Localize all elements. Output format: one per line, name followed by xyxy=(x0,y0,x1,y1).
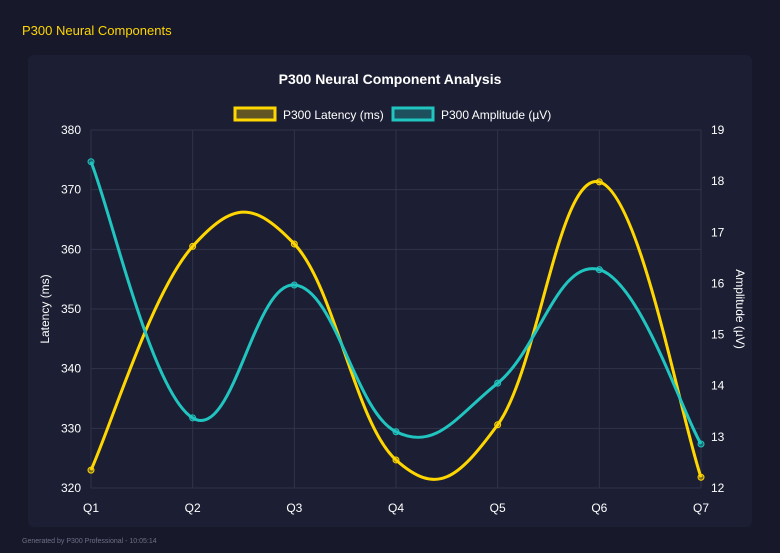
y2-axis-label: Amplitude (µV) xyxy=(733,269,747,349)
legend-swatch xyxy=(233,106,277,122)
y2-tick-label: 19 xyxy=(711,123,725,137)
data-point xyxy=(290,240,298,248)
data-point xyxy=(189,242,197,250)
y2-tick-label: 13 xyxy=(711,430,725,444)
footer-text: Generated by P300 Professional - 10:05:1… xyxy=(22,538,157,545)
data-point xyxy=(290,281,298,289)
page-title: P300 Neural Components xyxy=(22,23,172,38)
y2-tick-label: 15 xyxy=(711,328,725,342)
data-point xyxy=(494,421,502,429)
legend-label: P300 Latency (ms) xyxy=(283,108,384,122)
data-point xyxy=(595,178,603,186)
data-point xyxy=(392,428,400,436)
y-tick-label: 330 xyxy=(61,421,81,435)
x-tick-label: Q7 xyxy=(693,501,709,515)
data-point xyxy=(494,379,502,387)
y-axis-label: Latency (ms) xyxy=(38,274,52,343)
data-point xyxy=(697,440,705,448)
y2-tick-label: 16 xyxy=(711,276,725,290)
data-point xyxy=(392,456,400,464)
data-point xyxy=(595,266,603,274)
series-line xyxy=(89,180,703,481)
x-tick-label: Q1 xyxy=(83,501,99,515)
data-point xyxy=(87,466,95,474)
y-tick-label: 380 xyxy=(61,123,81,137)
y-tick-label: 340 xyxy=(61,362,81,376)
chart-title: P300 Neural Component Analysis xyxy=(279,71,502,87)
x-tick-label: Q3 xyxy=(286,501,302,515)
legend-swatch xyxy=(391,106,435,122)
y-tick-label: 370 xyxy=(61,183,81,197)
x-tick-label: Q5 xyxy=(490,501,506,515)
y-tick-label: 350 xyxy=(61,302,81,316)
x-tick-label: Q4 xyxy=(388,501,404,515)
series-line xyxy=(89,161,703,445)
y2-tick-label: 18 xyxy=(711,174,725,188)
data-point xyxy=(189,414,197,422)
y-tick-label: 360 xyxy=(61,242,81,256)
data-point xyxy=(697,473,705,481)
x-tick-label: Q6 xyxy=(591,501,607,515)
y2-tick-label: 12 xyxy=(711,481,725,495)
y2-tick-label: 17 xyxy=(711,225,725,239)
y-tick-label: 320 xyxy=(61,481,81,495)
y2-tick-label: 14 xyxy=(711,379,725,393)
chart-card xyxy=(28,55,752,527)
data-point xyxy=(87,158,95,166)
legend-label: P300 Amplitude (µV) xyxy=(441,108,551,122)
x-tick-label: Q2 xyxy=(185,501,201,515)
